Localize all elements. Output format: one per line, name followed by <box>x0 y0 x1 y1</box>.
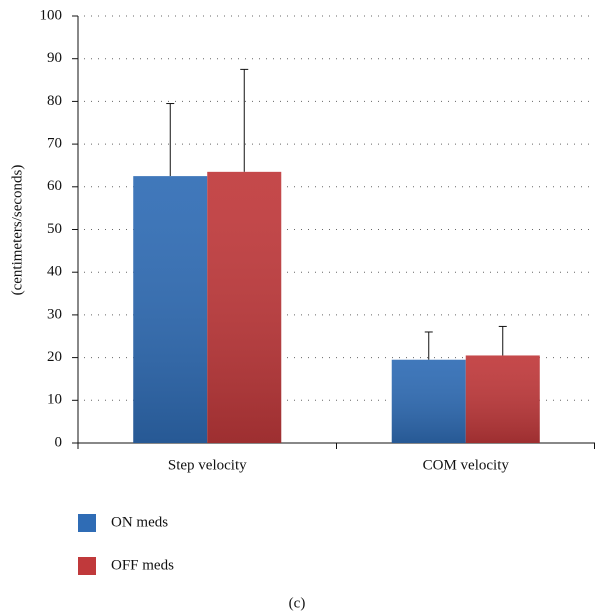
y-tick-label: 100 <box>40 7 63 23</box>
y-tick-label: 60 <box>47 178 62 194</box>
y-tick-label: 10 <box>47 392 62 408</box>
y-axis-label: (centimeters/seconds) <box>9 165 25 296</box>
y-tick-label: 0 <box>55 434 63 450</box>
bar-shade <box>133 176 208 443</box>
bar-shade <box>391 359 466 443</box>
legend-swatch <box>78 557 96 575</box>
y-tick-label: 80 <box>47 93 62 109</box>
y-tick-label: 20 <box>47 349 62 365</box>
bar-shade <box>207 171 282 444</box>
bar-shade <box>465 355 540 443</box>
legend-swatch <box>78 514 96 532</box>
legend-label: ON meds <box>111 514 168 530</box>
y-tick-label: 30 <box>47 306 62 322</box>
y-tick-label: 90 <box>47 50 62 66</box>
y-tick-label: 50 <box>47 221 62 237</box>
y-tick-label: 70 <box>47 136 62 152</box>
caption: (c) <box>289 595 306 611</box>
legend-label: OFF meds <box>111 557 174 573</box>
x-tick-label: COM velocity <box>423 457 510 473</box>
y-tick-label: 40 <box>47 264 62 280</box>
x-tick-label: Step velocity <box>168 457 247 473</box>
